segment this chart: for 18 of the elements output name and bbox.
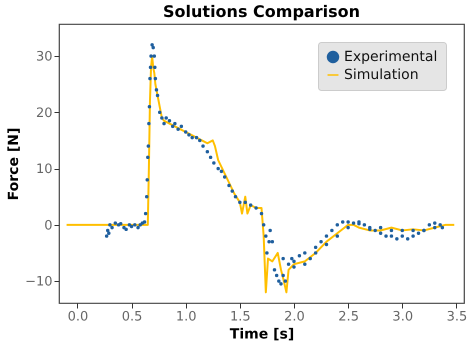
- x-tick-label: 2.0: [284, 310, 305, 324]
- x-tick-label: 3.5: [446, 310, 468, 324]
- legend-label: Experimental: [344, 49, 438, 65]
- x-tick-label: 2.5: [338, 310, 359, 324]
- y-axis-title: Force [N]: [6, 128, 22, 200]
- chart-title: Solutions Comparison: [163, 2, 360, 21]
- y-tick-label: 0: [44, 218, 52, 234]
- x-axis-title: Time [s]: [230, 326, 294, 342]
- x-tick-label: 0.0: [68, 310, 88, 324]
- x-tick-label: 3.0: [392, 310, 414, 324]
- y-tick-label: 20: [36, 106, 52, 121]
- y-tick-label: −10: [25, 274, 52, 290]
- legend-label: Simulation: [344, 67, 419, 83]
- x-tick-label: 1.5: [230, 310, 251, 324]
- x-tick-label: 0.5: [122, 310, 142, 324]
- x-tick-label: 1.0: [176, 310, 197, 324]
- y-tick-label: 30: [36, 50, 52, 65]
- y-tick-label: 10: [36, 162, 52, 178]
